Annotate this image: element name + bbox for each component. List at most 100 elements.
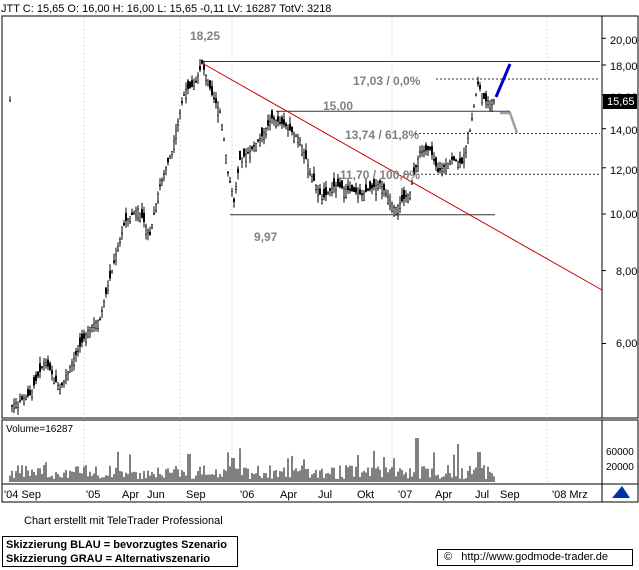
xlabel-06-apr: Apr xyxy=(280,489,297,501)
ytick-12: 12,00 xyxy=(610,165,638,177)
candle-body xyxy=(143,212,145,222)
candle-body xyxy=(41,366,43,368)
candle-body xyxy=(175,130,177,139)
candle-body xyxy=(81,333,83,343)
vtick-60000: 60000 xyxy=(606,447,634,458)
scenario-blue-path xyxy=(494,63,512,98)
candle-body xyxy=(237,168,239,174)
volume-bars xyxy=(9,438,495,482)
candle-body xyxy=(159,184,161,187)
candle-body xyxy=(323,188,325,198)
candle-body xyxy=(163,173,165,175)
candle-body xyxy=(429,146,431,150)
candle-body xyxy=(107,285,109,291)
candle-body xyxy=(395,207,397,216)
candle-body xyxy=(109,271,111,279)
candle-body xyxy=(9,100,11,102)
candle-body xyxy=(147,230,149,234)
candle-body xyxy=(417,158,419,167)
volume-label: Volume=16287 xyxy=(6,424,73,435)
candle-body xyxy=(37,371,39,377)
xlabel-06: '06 xyxy=(240,489,254,501)
candle-body xyxy=(229,181,231,183)
candle-body xyxy=(309,171,311,175)
candle-body xyxy=(265,128,267,135)
candle-body xyxy=(359,189,361,195)
vtick-20000: 20000 xyxy=(606,462,634,473)
candle-body xyxy=(197,75,199,84)
candle-body xyxy=(465,146,467,153)
candle-body xyxy=(225,155,227,164)
candle-body xyxy=(79,337,81,347)
candle-body xyxy=(95,322,97,329)
candle-body xyxy=(489,100,491,109)
candle-body xyxy=(275,119,277,127)
candle-body xyxy=(463,154,465,163)
candle-body xyxy=(379,180,381,184)
candle-body xyxy=(385,192,387,196)
candle-body xyxy=(461,157,463,164)
candles xyxy=(9,59,495,415)
candle-body xyxy=(485,93,487,102)
last-price-label: 15,65 xyxy=(607,96,635,108)
candle-body xyxy=(91,325,93,328)
candle-body xyxy=(177,121,179,126)
xlabel-05-sep: Sep xyxy=(186,489,206,501)
candle-body xyxy=(27,389,29,397)
source-url[interactable]: http://www.godmode-trader.de xyxy=(461,551,609,563)
candle-body xyxy=(199,66,201,70)
candle-body xyxy=(149,231,151,236)
candle-body xyxy=(397,205,399,214)
candle-body xyxy=(399,202,401,209)
candle-body xyxy=(153,213,155,215)
candle-body xyxy=(341,180,343,188)
ytick-6: 6,00 xyxy=(616,338,637,350)
candle-body xyxy=(333,178,335,187)
candle-body xyxy=(355,187,357,193)
candle-body xyxy=(87,330,89,338)
source-link[interactable]: © http://www.godmode-trader.de xyxy=(437,549,633,566)
candle-body xyxy=(407,194,409,203)
annotation-low: 9,97 xyxy=(254,230,278,244)
price-axis-frame xyxy=(601,15,639,419)
candle-body xyxy=(327,192,329,194)
candle-body xyxy=(297,137,299,143)
level-lines xyxy=(202,61,600,216)
candle-body xyxy=(191,80,193,88)
candle-body xyxy=(257,139,259,142)
candle-body xyxy=(121,231,123,235)
candle-body xyxy=(267,120,269,126)
candle-body xyxy=(13,403,15,409)
annotation-level-1170: 11,70 / 100,0% xyxy=(340,168,420,182)
chart-corner-icon[interactable] xyxy=(612,486,630,498)
candle-body xyxy=(343,188,345,198)
candle-body xyxy=(311,176,313,182)
scenario-legend: Skizzierung BLAU = bevorzugtes Szenario … xyxy=(2,536,238,567)
candle-body xyxy=(451,156,453,160)
candle-body xyxy=(123,222,125,226)
candle-body xyxy=(205,75,207,81)
candle-body xyxy=(187,80,189,90)
candle-body xyxy=(291,126,293,133)
candle-body xyxy=(227,171,229,174)
candle-body xyxy=(57,385,59,390)
candle-body xyxy=(337,178,339,187)
candle-body xyxy=(119,239,121,243)
candle-body xyxy=(133,212,135,215)
candle-body xyxy=(383,184,385,190)
ytick-20: 20,00 xyxy=(610,35,638,47)
xlabel-05-apr: Apr xyxy=(122,489,139,501)
candle-body xyxy=(469,130,471,132)
candle-body xyxy=(93,323,95,328)
annotation-level-1703: 17,03 / 0,0% xyxy=(353,74,421,88)
candle-body xyxy=(157,194,159,202)
candle-body xyxy=(217,106,219,116)
candle-body xyxy=(487,100,489,105)
candle-body xyxy=(273,117,275,120)
candle-body xyxy=(405,195,407,197)
candle-body xyxy=(247,152,249,154)
candle-body xyxy=(215,98,217,104)
candle-body xyxy=(313,173,315,182)
candle-body xyxy=(391,203,393,212)
candle-body xyxy=(161,179,163,181)
